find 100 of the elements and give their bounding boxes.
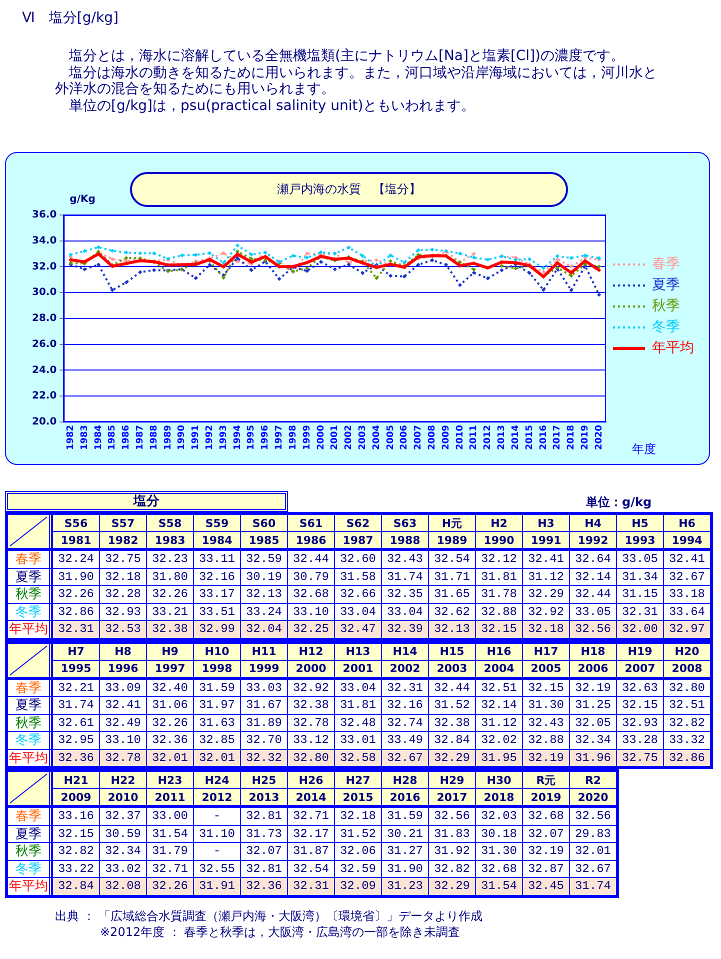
- data-label: 32.48: [340, 716, 376, 730]
- x-tick-label: 2016: [390, 790, 420, 804]
- data-label: 32.01: [198, 750, 235, 765]
- text: H28: [392, 774, 418, 786]
- data-label: 32.26: [152, 716, 188, 730]
- x-tick-label: 2013: [248, 790, 280, 804]
- data-label: 32.60: [340, 552, 376, 566]
- x-tick-label: 2019: [580, 424, 590, 450]
- data-label: 32.03: [480, 809, 517, 824]
- data-label: 33.05: [574, 604, 611, 619]
- x-tick-label: 2010: [455, 424, 466, 450]
- data-label: 32.80: [292, 750, 329, 765]
- y-tick-label: 春季: [16, 680, 42, 697]
- y-tick-label: 秋季: [16, 714, 42, 732]
- x-tick-label: 2020: [594, 424, 604, 450]
- data-label: 33.28: [622, 733, 658, 748]
- legend-label: 秋季: [652, 298, 680, 314]
- data-label: 32.59: [340, 862, 376, 876]
- text: H12: [298, 645, 324, 658]
- data-label: 31.95: [480, 750, 517, 765]
- data-label: 32.44: [434, 680, 470, 695]
- text: H17: [534, 645, 558, 658]
- data-label: 32.43: [528, 716, 564, 730]
- data-label: 32.62: [434, 604, 470, 619]
- data-label: 31.71: [434, 570, 470, 584]
- x-tick-label: 1992: [205, 424, 216, 450]
- x-tick-label: 2001: [330, 424, 340, 450]
- data-label: 32.45: [528, 879, 564, 894]
- x-tick-label: 2019: [530, 790, 562, 804]
- data-label: 32.26: [152, 587, 188, 602]
- text: H13: [346, 645, 370, 658]
- data-label: 32.40: [152, 680, 188, 695]
- data-label: 31.89: [246, 716, 282, 730]
- data-label: 33.09: [104, 680, 141, 695]
- x-tick-label: 2002: [344, 424, 354, 450]
- text: H22: [110, 774, 136, 786]
- data-label: 32.17: [292, 826, 329, 841]
- data-label: 32.16: [198, 570, 235, 584]
- data-label: 33.04: [386, 604, 423, 619]
- data-label: 31.54: [152, 826, 188, 841]
- text: ※2012年度 ： 春季と秋季は，大阪湾・広島湾の一部を除き未調査: [100, 924, 460, 938]
- data-label: 32.63: [622, 680, 658, 695]
- chart-title: 瀬戸内海の水質 【塩分】: [277, 182, 421, 196]
- data-label: 32.08: [104, 879, 141, 894]
- data-label: 33.11: [198, 552, 235, 566]
- data-label: 32.44: [292, 552, 329, 566]
- data-label: 32.28: [104, 587, 141, 602]
- data-label: 32.82: [668, 716, 705, 730]
- data-label: 33.05: [622, 552, 658, 566]
- data-label: 32.21: [58, 680, 94, 695]
- data-label: 32.07: [528, 826, 564, 841]
- data-label: 31.67: [246, 698, 282, 712]
- x-tick-label: 1984: [94, 424, 104, 450]
- text: S59: [205, 516, 229, 530]
- data-label: 31.91: [198, 879, 235, 894]
- x-tick-label: 2008: [672, 662, 702, 675]
- data-label: 32.41: [104, 698, 141, 712]
- data-label: 31.06: [152, 698, 188, 712]
- data-label: 32.39: [386, 622, 423, 636]
- data-label: 32.34: [574, 733, 611, 748]
- x-tick-label: 1993: [218, 424, 229, 450]
- text: Ⅵ 塩分[g/kg]: [22, 10, 118, 26]
- text: H30: [486, 774, 512, 786]
- data-label: 32.25: [292, 622, 329, 636]
- data-label: 32.56: [574, 809, 611, 824]
- x-tick-label: 2003: [358, 424, 368, 450]
- y-tick-label: 22.0: [32, 390, 57, 402]
- data-label: 32.68: [480, 862, 517, 876]
- x-tick-label: 1995: [60, 662, 92, 675]
- x-tick-label: 2013: [497, 424, 508, 450]
- data-label: 33.02: [104, 862, 141, 876]
- x-tick-label: 2000: [316, 424, 326, 450]
- data-label: 33.24: [246, 604, 282, 619]
- data-label: 31.30: [480, 844, 517, 858]
- x-tick-label: 1996: [260, 424, 271, 450]
- data-label: 32.80: [668, 680, 705, 695]
- x-tick-label: 1986: [122, 424, 132, 450]
- data-label: 33.21: [152, 604, 188, 619]
- x-tick-label: 2012: [202, 790, 232, 804]
- x-tick-label: 1998: [288, 424, 298, 450]
- data-label: 31.54: [480, 879, 517, 894]
- text: S56: [64, 516, 88, 530]
- data-label: 32.29: [434, 879, 470, 894]
- data-label: 32.64: [574, 552, 611, 566]
- text: H18: [580, 645, 606, 658]
- data-label: 32.71: [292, 809, 329, 824]
- x-tick-label: 1982: [108, 534, 138, 546]
- data-label: 30.59: [104, 826, 141, 841]
- x-tick-label: 2017: [436, 790, 468, 804]
- data-label: 32.85: [198, 733, 235, 748]
- x-tick-label: 2014: [296, 790, 326, 804]
- data-label: 31.92: [434, 844, 470, 858]
- data-label: 32.55: [198, 862, 235, 876]
- data-label: 31.15: [622, 587, 658, 602]
- data-label: 32.36: [152, 733, 188, 748]
- text: H10: [204, 645, 230, 658]
- data-label: 32.15: [622, 698, 658, 712]
- y-tick-label: 冬季: [16, 604, 42, 621]
- data-label: 32.14: [574, 570, 611, 584]
- data-label: 33.18: [668, 587, 705, 602]
